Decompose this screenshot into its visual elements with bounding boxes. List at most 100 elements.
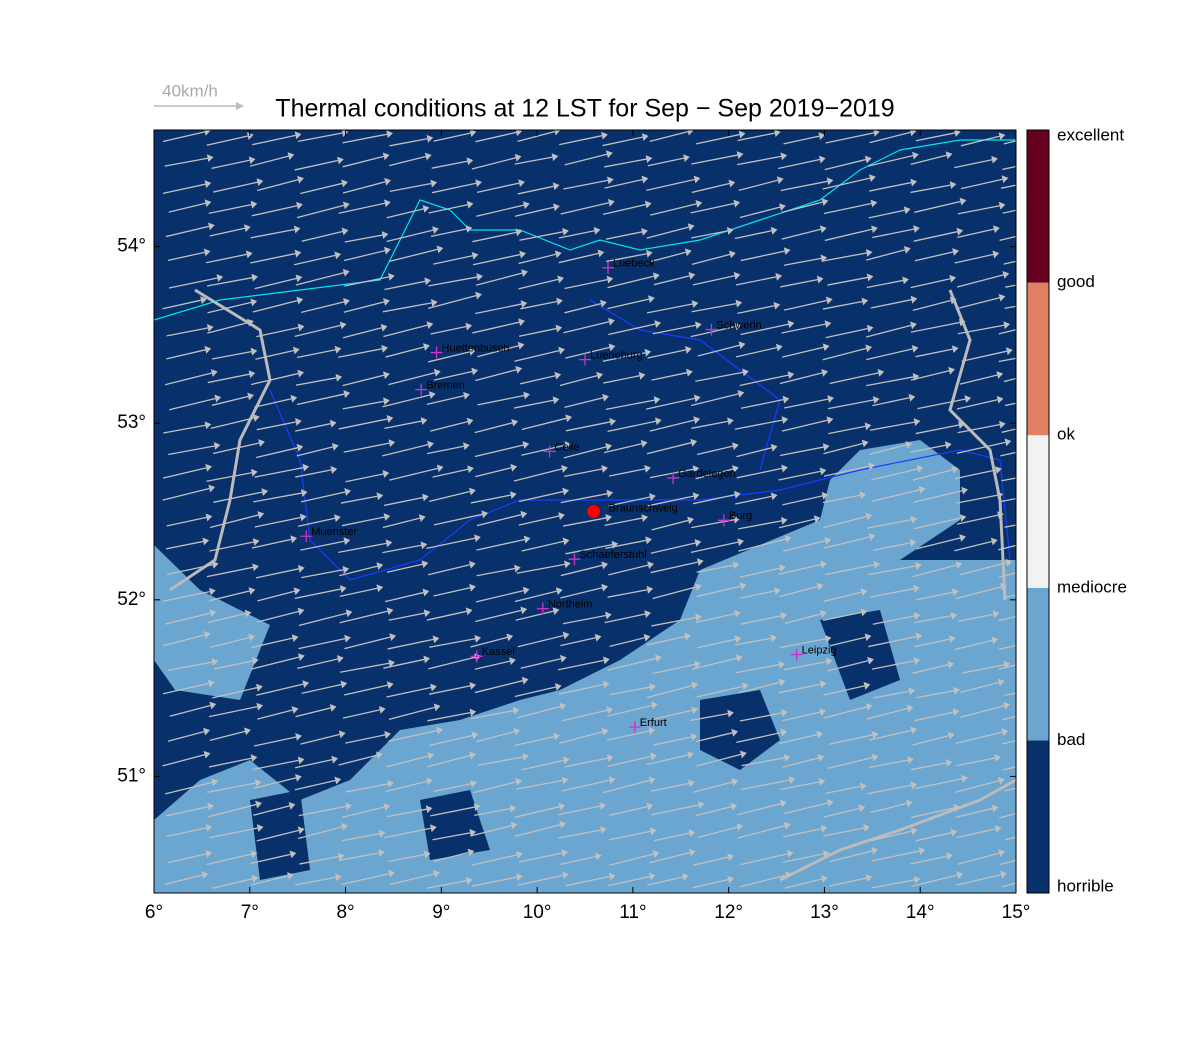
wind-arrow-head: [905, 799, 913, 808]
wind-arrow: [691, 302, 737, 313]
wind-arrow-head: [860, 608, 868, 617]
wind-arrow: [564, 757, 608, 768]
wind-arrow: [692, 878, 729, 889]
wind-arrow-head: [780, 799, 787, 808]
wind-arrow: [560, 202, 609, 215]
wind-arrow: [649, 419, 695, 432]
wind-arrow: [474, 422, 513, 434]
wind-arrow-head: [1000, 870, 1007, 879]
wind-arrow-head: [950, 611, 958, 620]
city-marker: [601, 261, 614, 274]
wind-arrow-head: [605, 611, 612, 620]
wind-arrow: [345, 473, 384, 483]
wind-arrow-head: [426, 134, 434, 143]
wind-arrow: [206, 566, 254, 578]
wind-arrow-head: [251, 273, 259, 282]
wind-arrow: [607, 755, 652, 767]
wind-arrow-head: [345, 609, 353, 618]
wind-arrow-head: [468, 560, 476, 569]
wind-arrow-head: [778, 564, 786, 573]
wind-arrow-head: [780, 516, 788, 525]
wind-arrow: [168, 445, 215, 456]
wind-arrow: [783, 257, 822, 266]
wind-arrow: [162, 682, 209, 695]
wind-arrow: [382, 544, 422, 554]
wind-arrow-head: [378, 849, 385, 857]
wind-arrow: [959, 562, 1007, 576]
wind-arrow-head: [739, 750, 747, 759]
wind-arrow: [781, 228, 822, 240]
wind-arrow-head: [596, 371, 604, 380]
wind-arrow: [825, 132, 874, 144]
wind-legend-arrow-head: [236, 102, 244, 110]
wind-arrow: [470, 636, 508, 648]
wind-arrow-head: [961, 774, 968, 783]
wind-arrow-head: [860, 588, 868, 596]
wind-arrow: [342, 374, 385, 387]
wind-arrow-head: [520, 510, 528, 519]
wind-arrow-head: [383, 513, 391, 521]
wind-arrow: [609, 805, 648, 816]
wind-arrow-head: [956, 227, 964, 236]
wind-arrow-head: [334, 251, 342, 260]
wind-arrow-head: [204, 345, 212, 354]
wind-arrow-head: [742, 368, 749, 377]
wind-arrow: [738, 538, 786, 552]
wind-arrow-head: [209, 701, 217, 710]
wind-arrow: [209, 637, 250, 649]
wind-arrow-head: [641, 133, 649, 142]
wind-arrow: [164, 874, 203, 885]
wind-arrow: [868, 209, 905, 219]
wind-arrow: [342, 133, 388, 144]
wind-arrow-head: [430, 298, 438, 307]
wind-arrow-head: [292, 346, 300, 355]
wind-arrow-head: [561, 849, 568, 857]
wind-arrow: [209, 730, 246, 741]
wind-arrow: [472, 253, 521, 266]
wind-arrow: [474, 680, 523, 694]
wind-arrow: [565, 346, 610, 359]
wind-arrow-head: [733, 271, 741, 280]
wind-arrow-head: [256, 683, 263, 692]
wind-arrow-head: [686, 368, 693, 377]
wind-arrow-head: [471, 731, 479, 740]
wind-arrow-head: [562, 631, 570, 640]
wind-arrow: [868, 565, 916, 576]
wind-arrow-head: [256, 702, 264, 711]
wind-arrow-head: [422, 204, 430, 213]
wind-arrow-head: [650, 701, 658, 710]
wind-arrow: [564, 397, 604, 408]
wind-arrow-head: [208, 484, 216, 493]
wind-arrow-head: [863, 824, 870, 832]
wind-arrow: [389, 248, 438, 263]
wind-arrow-head: [959, 197, 967, 206]
city-marker: [470, 650, 483, 663]
wind-arrow: [558, 252, 599, 264]
wind-arrow: [915, 832, 952, 842]
wind-arrow-head: [341, 227, 349, 236]
wind-arrow: [565, 421, 611, 432]
wind-arrow: [516, 563, 565, 574]
wind-arrow-head: [605, 513, 612, 522]
wind-arrow: [873, 690, 910, 699]
wind-arrow-head: [388, 439, 396, 448]
wind-arrow-head: [386, 130, 393, 139]
wind-arrow: [209, 227, 245, 237]
wind-arrow-head: [734, 322, 742, 331]
wind-arrow-head: [201, 871, 209, 879]
wind-arrow: [300, 540, 345, 551]
wind-arrow: [205, 253, 247, 264]
wind-arrow-head: [608, 776, 616, 785]
wind-arrow: [1001, 477, 1016, 482]
wind-arrow-head: [256, 178, 264, 187]
wind-arrow-head: [295, 418, 302, 426]
wind-arrow: [954, 469, 997, 480]
wind-arrow: [168, 202, 206, 213]
wind-arrow: [212, 687, 258, 699]
wind-arrow-head: [946, 852, 953, 861]
wind-arrow-head: [644, 348, 652, 357]
wind-arrow-head: [386, 681, 394, 690]
wind-arrow: [872, 228, 915, 239]
wind-arrow: [213, 660, 253, 670]
wind-arrow: [998, 644, 1016, 650]
